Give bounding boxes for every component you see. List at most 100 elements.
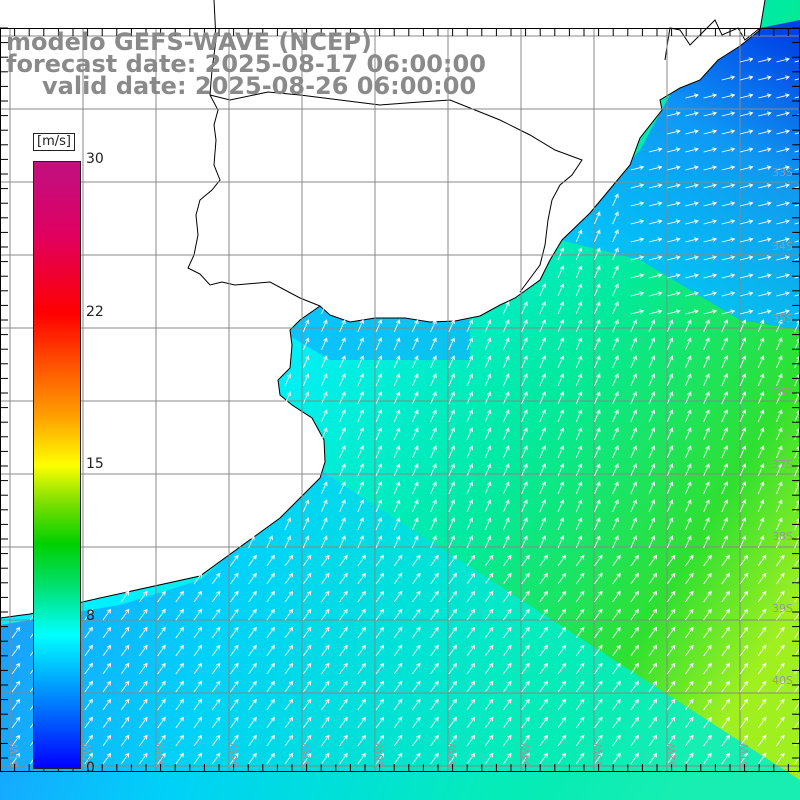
wind-arrow (794, 78, 800, 81)
wind-arrow (539, 626, 548, 639)
wind-arrow (357, 680, 366, 693)
wind-arrow (630, 572, 639, 585)
wind-arrow (175, 734, 184, 747)
wind-arrow (375, 319, 383, 333)
wind-arrow (321, 590, 330, 603)
wind-arrow (739, 590, 749, 603)
wind-arrow (375, 608, 385, 621)
wind-arrow (430, 427, 437, 441)
wind-arrow (357, 662, 366, 675)
wind-arrow (776, 554, 785, 567)
wind-arrow (284, 644, 294, 657)
wind-arrow (721, 111, 736, 117)
wind-arrow (193, 752, 203, 765)
wind-arrow (685, 608, 694, 621)
wind-arrow (685, 698, 694, 711)
wind-arrow (685, 734, 694, 747)
wind-arrow (630, 445, 637, 459)
wind-arrow (593, 499, 601, 513)
wind-arrow (630, 734, 639, 747)
wind-arrow (685, 590, 694, 603)
wind-arrow (757, 698, 767, 711)
wind-arrow (739, 183, 754, 189)
wind-arrow (648, 201, 663, 207)
wind-arrow (157, 590, 166, 603)
wind-arrow (630, 319, 637, 333)
wind-arrow (466, 391, 474, 405)
wind-arrow (539, 481, 546, 495)
wind-arrow (448, 409, 455, 423)
wind-arrow (539, 644, 548, 657)
wind-arrow (357, 535, 364, 549)
wind-arrow (466, 680, 476, 693)
wind-arrow (648, 680, 658, 693)
wind-arrow (612, 193, 619, 207)
wind-arrow (539, 734, 548, 747)
wind-arrow (339, 572, 348, 585)
wind-arrow (721, 309, 736, 315)
wind-arrow (575, 373, 583, 387)
wind-arrow (630, 291, 645, 297)
wind-arrow (594, 680, 603, 693)
wind-arrow (575, 445, 583, 459)
wind-arrow (685, 201, 699, 207)
wind-arrow (557, 265, 565, 279)
longitude-labels: 61W 60W 59W 58W 57W 56W 55W 54W 53W 52W 51W (8, 743, 751, 768)
wind-arrow (466, 572, 476, 585)
wind-arrow (357, 608, 366, 621)
wind-arrow (211, 752, 221, 765)
wind-arrow (284, 517, 292, 531)
wind-arrow (430, 626, 439, 639)
wind-arrow (557, 590, 567, 603)
wind-arrow (248, 698, 257, 711)
wind-arrow (721, 147, 736, 153)
wind-arrow (339, 517, 346, 531)
wind-arrow (339, 355, 346, 369)
latitude-label: 39S (772, 602, 793, 615)
wind-arrow (575, 608, 585, 621)
wind-arrow (575, 590, 585, 603)
wind-arrow (357, 644, 366, 657)
wind-arrow (484, 517, 492, 531)
wind-arrow (139, 716, 148, 729)
wind-arrow (739, 273, 754, 279)
wind-arrow (448, 680, 457, 693)
wind-arrow (430, 499, 437, 513)
wind-arrow (521, 319, 528, 333)
wind-arrow (666, 499, 674, 513)
wind-arrow (648, 752, 658, 765)
wind-arrow (320, 535, 328, 549)
wind-arrow (393, 716, 403, 729)
wind-arrow (721, 355, 728, 369)
wind-arrow (794, 240, 800, 243)
colorbar-gradient (33, 161, 81, 769)
wind-arrow (521, 445, 528, 459)
wind-arrow (157, 716, 166, 729)
wind-arrow (648, 309, 663, 315)
wind-arrow (575, 391, 583, 405)
wind-arrow (666, 734, 676, 747)
wind-arrow (193, 608, 203, 621)
latitude-label: 34S (772, 240, 793, 253)
wind-arrow (775, 463, 783, 477)
wind-arrow (775, 409, 783, 423)
wind-arrow (775, 373, 783, 387)
wind-arrow (557, 752, 567, 765)
wind-arrow (612, 409, 619, 423)
wind-arrow (739, 373, 747, 387)
colorbar-tick: 15 (86, 456, 104, 472)
wind-arrow (393, 409, 401, 423)
wind-arrow (484, 427, 492, 441)
wind-arrow (612, 463, 619, 477)
wind-arrow (430, 517, 437, 531)
wind-arrow (739, 572, 749, 585)
wind-arrow (776, 129, 790, 135)
wind-arrow (284, 608, 294, 621)
wind-arrow (193, 644, 203, 657)
wind-arrow (721, 75, 736, 81)
wind-arrow (685, 147, 699, 153)
wind-arrow (102, 662, 112, 675)
wind-arrow (375, 734, 385, 747)
wind-arrow (703, 273, 718, 279)
wind-arrow (594, 590, 603, 603)
